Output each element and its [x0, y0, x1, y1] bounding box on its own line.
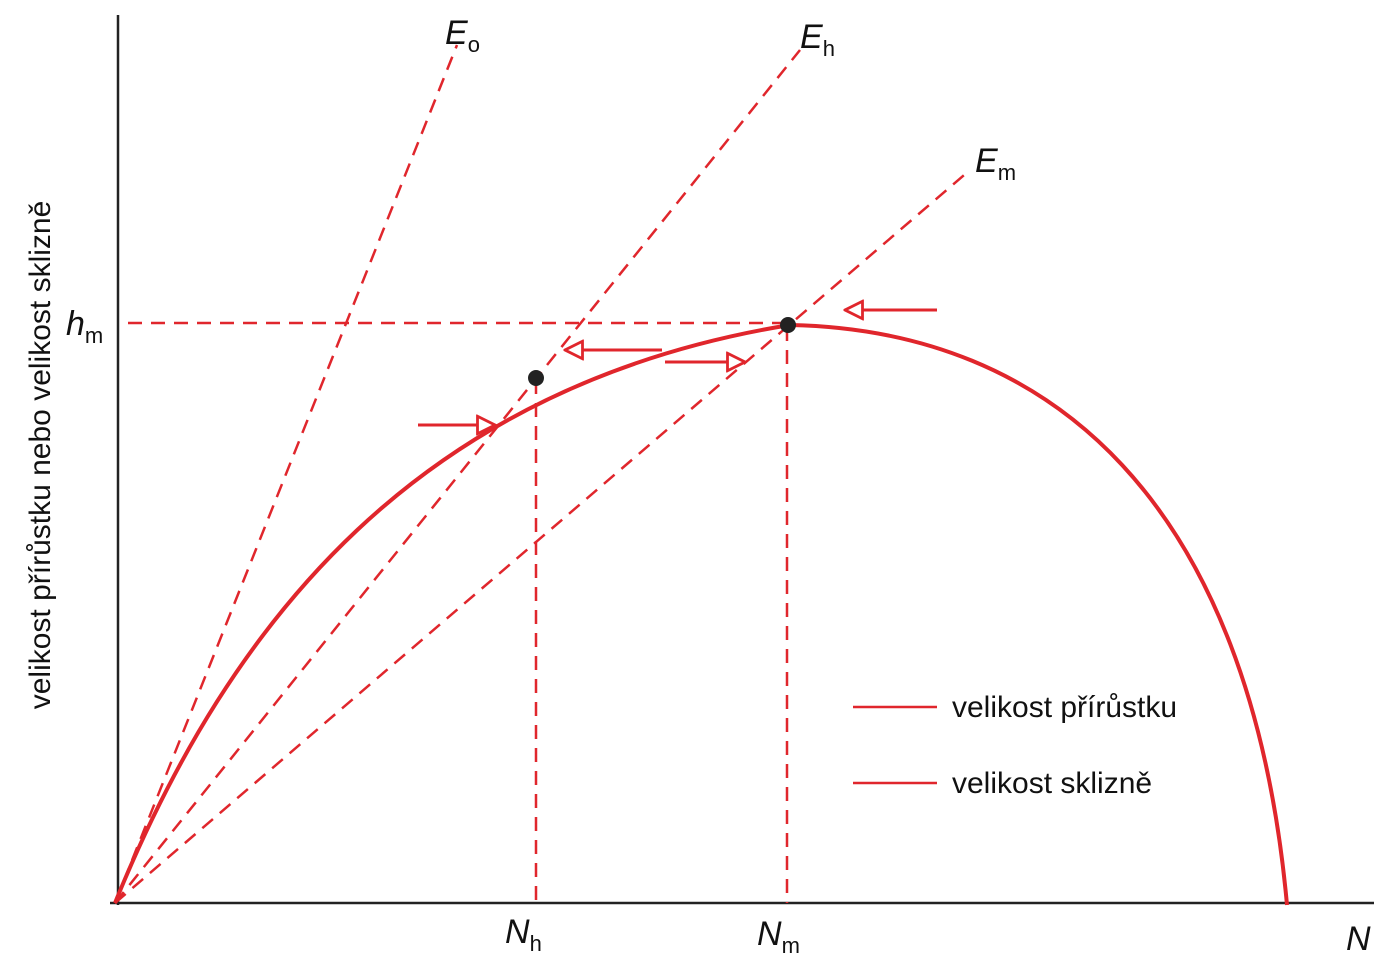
legend-label: velikost sklizně — [952, 767, 1152, 800]
label-e-o: Eo — [445, 14, 480, 57]
label-n: N — [1346, 920, 1371, 958]
point-n-h — [528, 370, 544, 386]
label-e-h: Eh — [800, 18, 835, 61]
line-e-h — [114, 49, 801, 904]
y-axis-label: velikost přírůstku nebo velikost sklizně — [24, 201, 57, 710]
legend-label: velikost přírůstku — [952, 691, 1177, 724]
label-n-h: Nh — [505, 913, 542, 956]
label-h-m: hm — [66, 305, 103, 348]
growth-curve — [113, 322, 1289, 906]
label-e-m: Em — [975, 142, 1016, 185]
label-n-m: Nm — [757, 915, 800, 958]
point-n-m — [780, 317, 796, 333]
line-e-o — [113, 44, 459, 904]
line-e-m — [114, 169, 971, 904]
